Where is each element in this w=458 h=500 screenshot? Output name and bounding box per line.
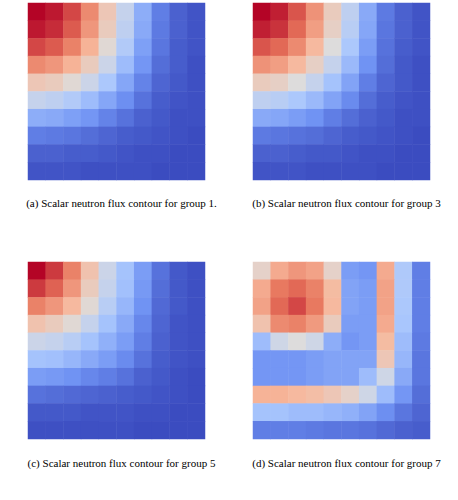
- svg-text:(a) Scalar neutron flux contou: (a) Scalar neutron flux contour for grou…: [26, 197, 217, 210]
- svg-text:(c) Scalar neutron flux contou: (c) Scalar neutron flux contour for grou…: [28, 457, 216, 470]
- svg-text:(d) Scalar neutron flux contou: (d) Scalar neutron flux contour for grou…: [252, 457, 441, 470]
- svg-text:(b) Scalar neutron flux contou: (b) Scalar neutron flux contour for grou…: [252, 197, 441, 210]
